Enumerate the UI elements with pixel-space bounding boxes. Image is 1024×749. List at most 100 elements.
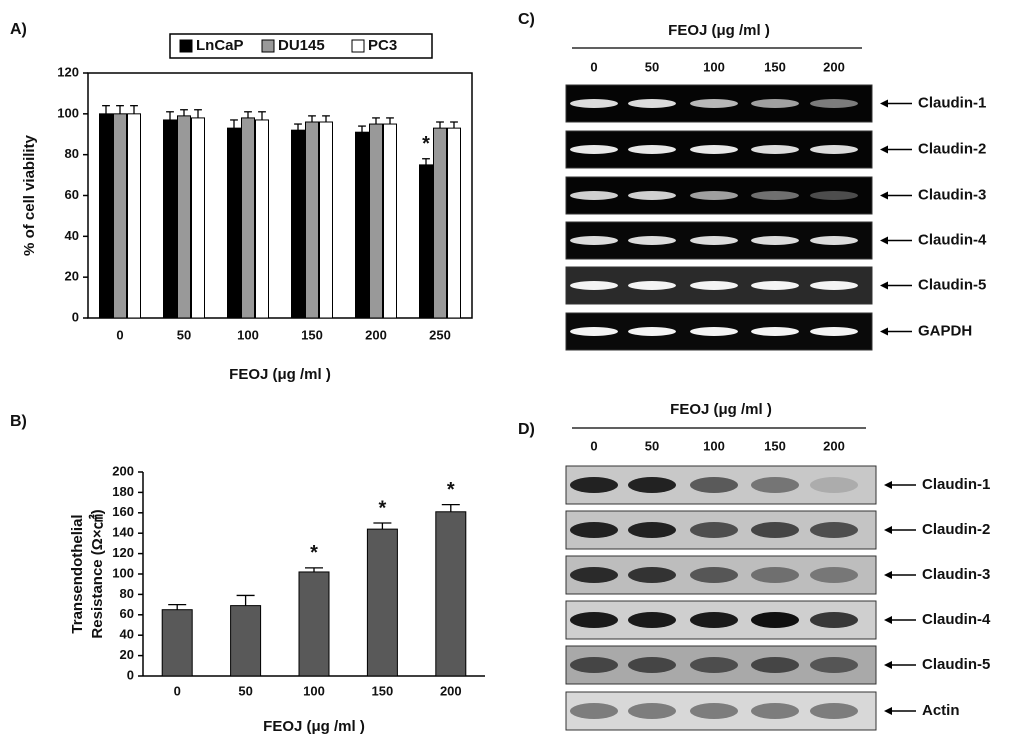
gel-band xyxy=(570,567,618,583)
y-tick-label: 40 xyxy=(65,228,79,243)
gel-band xyxy=(628,99,676,108)
gel-band xyxy=(751,567,799,583)
legend-swatch xyxy=(351,39,365,53)
row-label: Claudin-2 xyxy=(918,140,986,157)
gel-band xyxy=(690,327,738,336)
bar xyxy=(99,113,113,319)
bar xyxy=(113,113,127,319)
lane-label: 0 xyxy=(590,438,597,453)
lane-label: 50 xyxy=(645,438,659,453)
x-tick-label: 200 xyxy=(440,683,462,698)
gel-band xyxy=(570,703,618,719)
gel-band xyxy=(628,191,676,200)
arrow-head xyxy=(880,236,888,245)
y-tick-label: 40 xyxy=(120,627,134,642)
gel-band xyxy=(810,703,858,719)
gel-band xyxy=(751,99,799,108)
y-tick-label: 140 xyxy=(112,525,134,540)
annotation: * xyxy=(422,133,430,155)
bar xyxy=(291,129,305,319)
arrow-head xyxy=(884,571,892,579)
y-tick-label: 60 xyxy=(65,187,79,202)
row-label: Claudin-2 xyxy=(922,521,990,538)
x-tick-label: 250 xyxy=(429,327,451,342)
gel-band xyxy=(690,522,738,538)
gel-band xyxy=(810,567,858,583)
y-tick-label: 60 xyxy=(120,606,134,621)
x-axis-label: FEOJ (μg /ml ) xyxy=(229,366,331,383)
bar xyxy=(435,511,467,677)
x-tick-label: 0 xyxy=(174,683,181,698)
y-tick-label: 100 xyxy=(57,105,79,120)
y-tick-label: 20 xyxy=(65,269,79,284)
gel-band xyxy=(810,281,858,290)
gel-band xyxy=(628,327,676,336)
row-label: GAPDH xyxy=(918,322,972,339)
y-tick-label: 160 xyxy=(112,504,134,519)
gel-band xyxy=(628,236,676,245)
y-tick-label: 120 xyxy=(112,545,134,560)
gel-band xyxy=(690,612,738,628)
gel-band xyxy=(751,522,799,538)
panel-label: C) xyxy=(518,11,535,28)
gel-band xyxy=(570,477,618,493)
gel-band xyxy=(751,236,799,245)
gel-band xyxy=(751,191,799,200)
y-axis-label: % of cell viability xyxy=(21,134,38,256)
gel-band xyxy=(810,327,858,336)
gel-band xyxy=(810,99,858,108)
gel-band xyxy=(690,145,738,154)
arrow-head xyxy=(880,99,888,108)
lane-label: 200 xyxy=(823,438,845,453)
row-label: Claudin-4 xyxy=(918,231,987,248)
arrow-head xyxy=(884,661,892,669)
bar xyxy=(255,119,269,319)
gel-band xyxy=(570,236,618,245)
gel-band xyxy=(628,522,676,538)
row-label: Claudin-5 xyxy=(918,276,986,293)
bar xyxy=(298,571,330,677)
arrow-head xyxy=(884,526,892,534)
gel-band xyxy=(751,657,799,673)
arrow-head xyxy=(880,145,888,154)
gel-band xyxy=(570,612,618,628)
y-tick-label: 0 xyxy=(72,309,79,324)
legend-label: LnCaP xyxy=(196,37,244,54)
legend-label: DU145 xyxy=(278,37,325,54)
gel-band xyxy=(570,327,618,336)
gel-band xyxy=(628,567,676,583)
gel-band xyxy=(570,191,618,200)
gel-band xyxy=(810,657,858,673)
gel-band xyxy=(751,477,799,493)
gel-band xyxy=(690,236,738,245)
lane-label: 200 xyxy=(823,59,845,74)
x-tick-label: 100 xyxy=(303,683,325,698)
gel-band xyxy=(751,281,799,290)
lane-label: 100 xyxy=(703,59,725,74)
bar xyxy=(433,127,447,319)
row-label: Claudin-3 xyxy=(922,566,990,583)
panel-label: B) xyxy=(10,413,27,430)
legend-swatch xyxy=(261,39,275,53)
gel-band xyxy=(690,191,738,200)
arrow-head xyxy=(884,616,892,624)
gel-band xyxy=(570,145,618,154)
bar xyxy=(447,127,461,319)
row-label: Claudin-1 xyxy=(922,476,990,493)
x-tick-label: 200 xyxy=(365,327,387,342)
gel-band xyxy=(690,99,738,108)
gel-title: FEOJ (μg /ml ) xyxy=(670,401,772,418)
gel-band xyxy=(810,191,858,200)
y-tick-label: 180 xyxy=(112,484,134,499)
gel-band xyxy=(690,657,738,673)
bar xyxy=(191,117,205,319)
annotation: * xyxy=(310,542,318,564)
bar xyxy=(161,609,193,677)
y-axis-label: Transendothelial xyxy=(69,514,86,633)
bar xyxy=(305,121,319,319)
x-tick-label: 150 xyxy=(301,327,323,342)
arrow-head xyxy=(884,481,892,489)
bar xyxy=(383,123,397,319)
